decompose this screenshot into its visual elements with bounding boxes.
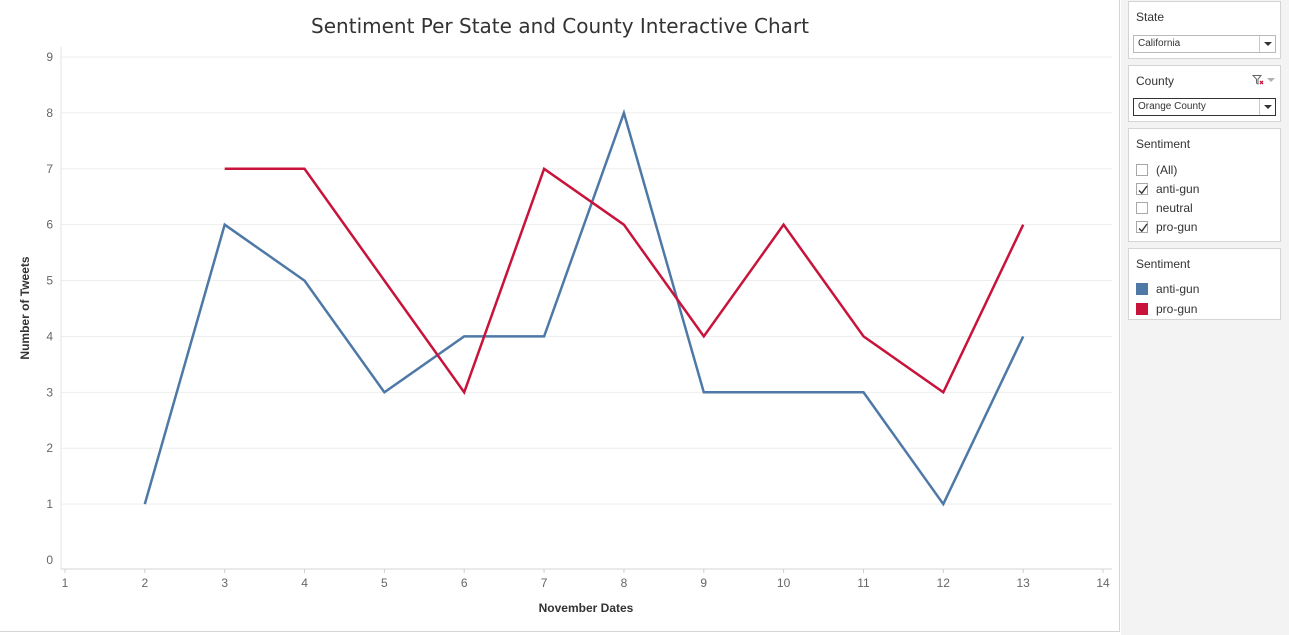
data-point-pro-gun[interactable] bbox=[779, 220, 789, 230]
y-tick-label: 7 bbox=[46, 162, 53, 176]
x-tick-label: 9 bbox=[700, 576, 707, 590]
y-tick-label: 4 bbox=[46, 329, 53, 343]
x-tick-label: 14 bbox=[1096, 576, 1110, 590]
x-tick-label: 4 bbox=[301, 576, 308, 590]
data-point-pro-gun[interactable] bbox=[220, 164, 230, 174]
data-point-anti-gun[interactable] bbox=[300, 276, 310, 286]
checkbox[interactable] bbox=[1136, 202, 1148, 214]
sentiment-option-label: (All) bbox=[1156, 163, 1178, 177]
checkbox[interactable] bbox=[1136, 221, 1148, 233]
county-filter-card: County Orange County bbox=[1128, 65, 1281, 122]
data-point-pro-gun[interactable] bbox=[619, 220, 629, 230]
data-point-anti-gun[interactable] bbox=[619, 108, 629, 118]
x-tick-label: 5 bbox=[381, 576, 388, 590]
sentiment-legend-card: Sentiment anti-gun pro-gun bbox=[1128, 248, 1281, 320]
y-axis-label: Number of Tweets bbox=[18, 256, 32, 359]
series-line-pro-gun[interactable] bbox=[224, 166, 1025, 395]
chevron-down-icon[interactable] bbox=[1259, 36, 1275, 52]
x-tick-label: 13 bbox=[1016, 576, 1030, 590]
county-dropdown[interactable]: Orange County bbox=[1133, 98, 1276, 116]
data-point-pro-gun[interactable] bbox=[300, 164, 310, 174]
state-filter-title: State bbox=[1136, 10, 1165, 24]
data-point-anti-gun[interactable] bbox=[379, 387, 389, 397]
data-point-anti-gun[interactable] bbox=[459, 331, 469, 341]
data-point-anti-gun[interactable] bbox=[858, 387, 868, 397]
y-tick-label: 5 bbox=[46, 274, 53, 288]
sentiment-option-label: anti-gun bbox=[1156, 182, 1200, 196]
sentiment-filter-title: Sentiment bbox=[1136, 137, 1191, 151]
data-point-anti-gun[interactable] bbox=[1018, 331, 1028, 341]
y-tick-label: 8 bbox=[46, 106, 53, 120]
y-tick-label: 2 bbox=[46, 441, 53, 455]
x-tick-label: 1 bbox=[62, 576, 69, 590]
legend-swatch bbox=[1136, 283, 1148, 295]
x-tick-label: 12 bbox=[937, 576, 951, 590]
state-dropdown-value: California bbox=[1138, 38, 1181, 49]
sentiment-option-label: pro-gun bbox=[1156, 220, 1198, 234]
county-filter-title: County bbox=[1136, 74, 1175, 88]
side-panel: State California County Orange County Se… bbox=[1121, 0, 1289, 635]
checkbox[interactable] bbox=[1136, 183, 1148, 195]
legend-title: Sentiment bbox=[1136, 257, 1191, 271]
checkmark-icon bbox=[1138, 185, 1148, 195]
x-tick-label: 7 bbox=[541, 576, 548, 590]
y-tick-label: 3 bbox=[46, 385, 53, 399]
y-tick-label: 6 bbox=[46, 218, 53, 232]
data-point-anti-gun[interactable] bbox=[699, 387, 709, 397]
data-point-anti-gun[interactable] bbox=[220, 220, 230, 230]
x-tick-label: 10 bbox=[777, 576, 791, 590]
card-menu-icon[interactable] bbox=[1267, 78, 1275, 82]
data-point-pro-gun[interactable] bbox=[379, 276, 389, 286]
data-point-pro-gun[interactable] bbox=[938, 387, 948, 397]
data-point-pro-gun[interactable] bbox=[858, 331, 868, 341]
line-chart: Sentiment Per State and County Interacti… bbox=[18, 14, 1112, 615]
x-tick-label: 6 bbox=[461, 576, 468, 590]
legend-swatch bbox=[1136, 303, 1148, 315]
data-point-pro-gun[interactable] bbox=[459, 387, 469, 397]
data-point-pro-gun[interactable] bbox=[539, 164, 549, 174]
checkmark-icon bbox=[1138, 223, 1148, 233]
y-tick-label: 1 bbox=[46, 497, 53, 511]
chart-area: Sentiment Per State and County Interacti… bbox=[0, 0, 1120, 632]
data-point-pro-gun[interactable] bbox=[699, 331, 709, 341]
data-point-pro-gun[interactable] bbox=[1018, 220, 1028, 230]
plot-area bbox=[61, 47, 1112, 569]
x-tick-label: 2 bbox=[142, 576, 149, 590]
sentiment-filter-card: Sentiment (All) anti-gun neutral pro-gun bbox=[1128, 128, 1281, 242]
x-axis-label: November Dates bbox=[539, 601, 634, 615]
x-tick-label: 3 bbox=[221, 576, 228, 590]
chevron-down-icon[interactable] bbox=[1259, 99, 1275, 115]
sentiment-option-label: neutral bbox=[1156, 201, 1193, 215]
state-dropdown[interactable]: California bbox=[1133, 35, 1276, 53]
series-line-anti-gun[interactable] bbox=[143, 108, 1025, 507]
y-tick-label: 9 bbox=[46, 50, 53, 64]
clear-filter-icon[interactable] bbox=[1252, 74, 1264, 86]
checkbox[interactable] bbox=[1136, 164, 1148, 176]
county-dropdown-value: Orange County bbox=[1138, 101, 1206, 112]
y-tick-label: 0 bbox=[46, 553, 53, 567]
legend-label: anti-gun bbox=[1156, 282, 1200, 296]
state-filter-card: State California bbox=[1128, 1, 1281, 59]
data-point-anti-gun[interactable] bbox=[779, 387, 789, 397]
legend-label: pro-gun bbox=[1156, 302, 1198, 316]
x-tick-label: 8 bbox=[621, 576, 628, 590]
chart-title: Sentiment Per State and County Interacti… bbox=[311, 14, 809, 38]
data-point-anti-gun[interactable] bbox=[539, 331, 549, 341]
data-point-anti-gun[interactable] bbox=[140, 499, 150, 509]
x-tick-label: 11 bbox=[857, 576, 870, 590]
data-point-anti-gun[interactable] bbox=[938, 499, 948, 509]
